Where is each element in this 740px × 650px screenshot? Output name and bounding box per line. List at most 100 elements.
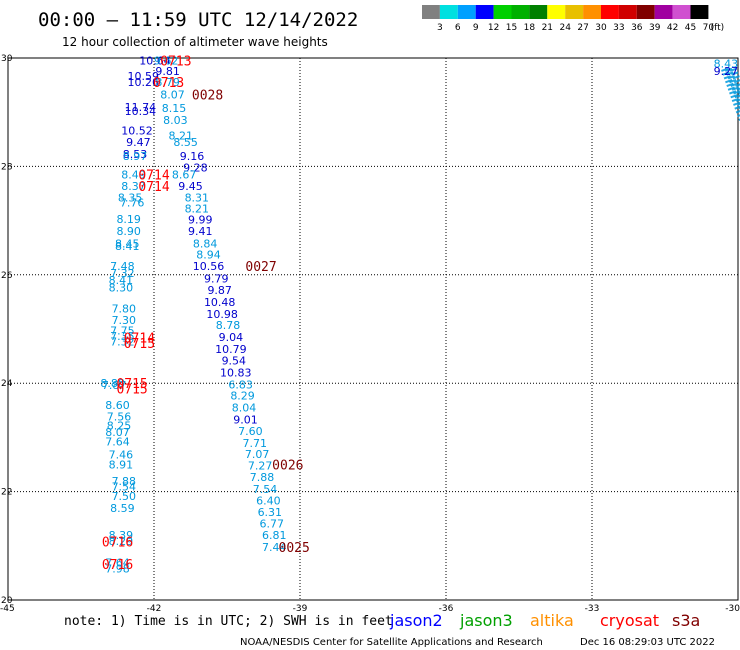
- pass-time-label: 0025: [279, 541, 310, 556]
- swh-value: 10.98: [206, 308, 238, 321]
- swh-value: 9.27: [714, 65, 739, 78]
- legend-swatch: [422, 5, 440, 19]
- swh-value: 7.64: [105, 557, 130, 570]
- swh-value: 7.76: [120, 197, 145, 210]
- plot-area: -45 -42 -39 -36 -33 -30 20 22 24 26 28 30 10.649.62…: [0, 54, 740, 614]
- swh-value: 9.79: [204, 273, 229, 286]
- legend-bin-label: 70: [703, 23, 715, 33]
- swh-value: 8.41: [115, 240, 140, 253]
- pass-time-label: 0714: [124, 332, 155, 347]
- swh-value: 7.60: [238, 425, 263, 438]
- legend-bin-label: 24: [559, 23, 571, 33]
- x-tick-label: -42: [147, 604, 162, 614]
- satellite-name: jason2: [389, 611, 443, 630]
- legend-swatch: [583, 5, 601, 19]
- legend-swatch: [601, 5, 619, 19]
- legend-bin-label: 21: [542, 23, 553, 33]
- swh-value: 8.21: [185, 203, 210, 216]
- legend-bin-label: 45: [685, 23, 696, 33]
- swh-value: 8.91: [109, 459, 134, 472]
- swh-value: 8.35: [118, 191, 143, 204]
- swh-labels: 10.649.629.8110.5910.268.798.0711.7410.3…: [100, 55, 740, 576]
- timestamp: Dec 16 08:29:03 UTC 2022: [580, 637, 715, 648]
- pass-time-label: 0714: [138, 169, 169, 184]
- legend-swatch: [547, 5, 566, 19]
- legend-swatch: [457, 5, 476, 19]
- x-tick-label: -36: [439, 604, 454, 614]
- swh-value: 10.56: [193, 260, 225, 273]
- swh-value: 9.47: [126, 136, 151, 149]
- satellite-legend: jason2 jason3 altika cryosat s3a: [389, 611, 700, 630]
- track-segment: [729, 67, 740, 99]
- legend-bin-label: 39: [649, 23, 661, 33]
- swh-value: 8.84: [193, 237, 218, 250]
- swh-value: 7.50: [112, 490, 137, 503]
- color-legend: 3 6 9 12 15 18 21 24 27 30 33 36 39 42 45 70(ft): [422, 5, 724, 33]
- satellite-name: s3a: [672, 611, 700, 630]
- swh-value: 6.83: [228, 378, 253, 391]
- swh-value: 9.87: [207, 284, 232, 297]
- axis-ticks: -45 -42 -39 -36 -33 -30 20 22 24 26 28 30: [0, 54, 740, 614]
- swh-value: 7.32: [110, 335, 135, 348]
- y-tick-label: 22: [1, 488, 12, 498]
- legend-swatch: [654, 5, 673, 19]
- swh-value: 8.79: [155, 76, 180, 89]
- swh-value: 8.25: [107, 419, 132, 432]
- swh-value: 8.90: [116, 225, 141, 238]
- swh-value: 7.54: [253, 483, 278, 496]
- legend-bin-label: 42: [667, 23, 678, 33]
- x-tick-label: -39: [293, 604, 308, 614]
- swh-value: 8.45: [115, 237, 140, 250]
- swh-value: 8.03: [163, 114, 188, 127]
- legend-bin-label: 36: [631, 23, 643, 33]
- swh-value: 9.62: [154, 55, 179, 68]
- swh-value: 7.32: [110, 267, 135, 280]
- legend-bin-label: 30: [595, 23, 607, 33]
- legend-unit: (ft): [711, 23, 725, 33]
- pass-time-label: 0027: [245, 260, 276, 275]
- swh-value: 8.21: [169, 130, 194, 143]
- swh-value: 7.71: [242, 437, 267, 450]
- pass-time-label: 0715: [116, 377, 147, 392]
- legend-bin-label: 33: [613, 23, 624, 33]
- satellite-name: cryosat: [600, 611, 659, 630]
- swh-value: 8.49: [121, 169, 146, 182]
- swh-value: 8.88: [100, 377, 125, 390]
- swh-value: 8.43: [714, 57, 739, 70]
- swh-value: 8.15: [162, 102, 187, 115]
- swh-value: 9.28: [183, 161, 208, 174]
- footnote: note: 1) Time is in UTC; 2) SWH is in fe…: [64, 614, 393, 629]
- swh-value: 9.04: [219, 331, 244, 344]
- swh-value: 8.53: [123, 148, 148, 161]
- legend-swatch: [475, 5, 494, 19]
- pass-time-label: 0714: [138, 180, 169, 195]
- y-tick-label: 30: [1, 54, 13, 64]
- legend-swatch: [636, 5, 655, 19]
- swh-value: 8.19: [116, 213, 141, 226]
- legend-bin-label: 18: [524, 23, 536, 33]
- swh-value: 7.87: [102, 379, 127, 392]
- swh-value: 6.31: [258, 506, 283, 519]
- legend-swatch: [565, 5, 584, 19]
- swh-value: 6.40: [256, 494, 281, 507]
- pass-time-label: 0713: [153, 76, 184, 91]
- swh-value: 7.46: [109, 449, 134, 462]
- swh-value: 10.52: [121, 125, 153, 138]
- swh-value: 8.04: [232, 402, 257, 415]
- swh-value: 9.81: [155, 65, 180, 78]
- swh-value: 7.07: [245, 448, 270, 461]
- swh-value: 8.31: [185, 191, 210, 204]
- legend-bin-label: 3: [437, 23, 443, 33]
- credit-line: NOAA/NESDIS Center for Satellite Applica…: [240, 637, 543, 648]
- legend-swatch: [439, 5, 458, 19]
- swh-value: 9.41: [188, 225, 213, 238]
- y-tick-label: 26: [1, 271, 13, 281]
- swh-value: 7.27: [248, 460, 273, 473]
- pass-time-label: 0716: [102, 535, 133, 550]
- swh-value: 10.26: [128, 76, 160, 89]
- swh-value: 10.79: [215, 343, 247, 356]
- x-tick-label: -30: [725, 604, 740, 614]
- legend-bin-label: 27: [577, 23, 588, 33]
- swh-value: 10.83: [220, 366, 252, 379]
- swh-value: 7.88: [112, 475, 137, 488]
